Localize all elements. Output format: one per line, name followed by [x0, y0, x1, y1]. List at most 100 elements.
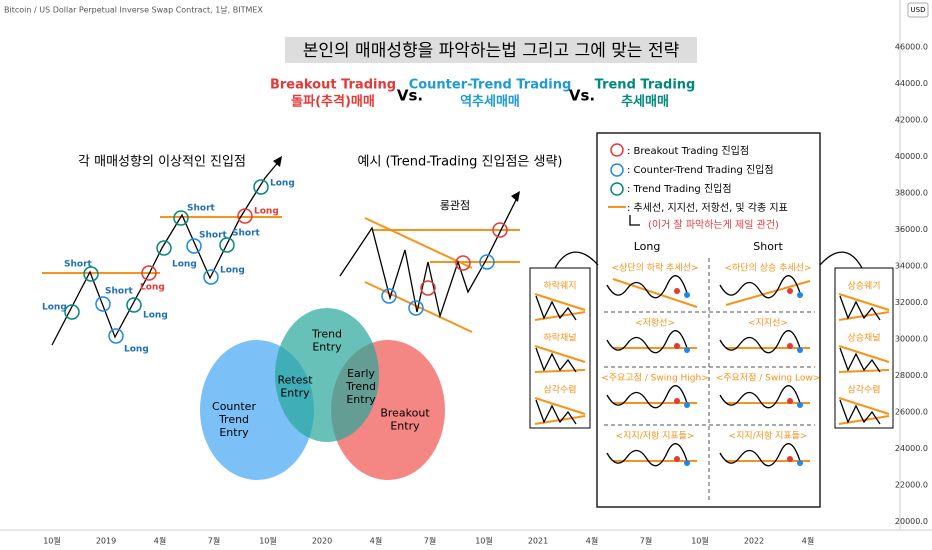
pattern-label: 하락웨지 [543, 280, 576, 292]
currency-box[interactable] [907, 2, 929, 18]
price-label: 26000.0 [895, 408, 928, 417]
entry-circle [83, 266, 99, 282]
panel-label: <저항선> [635, 318, 675, 329]
time-label: 7월 [640, 536, 652, 546]
legend-item: : Trend Trading 진입점 [627, 182, 732, 195]
panel-price [606, 443, 688, 467]
pattern-price [839, 347, 881, 373]
arrow-head [511, 191, 520, 202]
entry-label: Long [220, 266, 245, 276]
legend-box [596, 132, 821, 508]
style-korean: 추세매매 [621, 94, 669, 110]
price-label: 30000.0 [895, 335, 928, 344]
panel-price [719, 275, 801, 299]
entry-label: Long [172, 260, 197, 270]
panel-line [725, 280, 811, 306]
pattern-line [534, 311, 586, 321]
time-label: 10월 [43, 536, 61, 546]
time-label: 4월 [802, 536, 814, 546]
price-label: 38000.0 [895, 189, 928, 198]
panel-price [606, 275, 688, 299]
legend-item: : 추세선, 지지선, 저항선, 및 각종 지표 [627, 202, 788, 214]
price-label: 22000.0 [895, 481, 928, 490]
entry-label: Long [254, 207, 279, 217]
panel-label: <하단의 상승 추세선> [724, 263, 811, 274]
venn-label: Trend Entry [311, 328, 342, 354]
entry-label: Long [143, 311, 168, 321]
venn-label: Early Trend Entry [345, 367, 376, 406]
time-label: 7월 [424, 536, 436, 546]
column-head: Long [634, 240, 661, 253]
column-head: Short [753, 240, 783, 253]
panel-dot [797, 402, 803, 408]
venn-label: Breakout Entry [380, 407, 430, 433]
panel-price [719, 330, 801, 354]
entry-circle [253, 179, 269, 195]
legend-icon [610, 143, 624, 157]
arrow-head [273, 156, 282, 167]
section-title: 예시 (Trend-Trading 진입점은 생략) [358, 155, 563, 170]
pattern-price [535, 295, 577, 321]
pattern-line [534, 397, 586, 415]
venn-circle [275, 308, 379, 442]
style-name: Counter-Trend Trading [409, 78, 572, 93]
entry-label: Long [140, 283, 165, 293]
legend-item: : Breakout Trading 진입점 [627, 144, 749, 157]
pattern-price [535, 399, 577, 425]
pattern-label: 상승웨기 [847, 280, 880, 292]
time-label: 2022 [744, 537, 764, 546]
pattern-label: 삼각수렴 [847, 384, 880, 396]
entry-circle [173, 210, 189, 226]
entry-circle [186, 238, 202, 254]
entry-label: Long [42, 303, 67, 313]
panel-dot [797, 460, 803, 466]
legend-icon [610, 163, 624, 177]
panel-dot [684, 402, 690, 408]
pattern-price [839, 295, 881, 321]
price-label: 28000.0 [895, 371, 928, 380]
pattern-line [534, 415, 586, 425]
entry-circle [126, 297, 142, 313]
entry-circle [219, 237, 235, 253]
panel-dot [674, 456, 680, 462]
entry-label: Long [124, 345, 149, 355]
style-name: Trend Trading [595, 78, 696, 93]
pattern-line [838, 345, 890, 363]
entry-circle [408, 300, 424, 316]
style-name: Breakout Trading [270, 78, 396, 93]
price-label: 34000.0 [895, 262, 928, 271]
time-label: 2019 [96, 537, 116, 546]
panel-dot [787, 398, 793, 404]
panel-dot [684, 292, 690, 298]
entry-circle [492, 222, 508, 238]
time-label: 7월 [208, 536, 220, 546]
panel-price [606, 330, 688, 354]
example-label: 롱관점 [440, 199, 470, 212]
entry-label: Short [105, 287, 134, 297]
panel-price [719, 385, 801, 409]
entry-circle [203, 269, 219, 285]
price-path [339, 195, 519, 319]
legend-item: : Counter-Trend Trading 진입점 [627, 163, 774, 176]
time-label: 2021 [528, 537, 548, 546]
panel-dot [674, 398, 680, 404]
panel-price [719, 443, 801, 467]
link-arrow [554, 251, 599, 269]
price-label: 44000.0 [895, 79, 928, 88]
pattern-line [838, 293, 890, 311]
price-label: 20000.0 [895, 517, 928, 526]
panel-label: <지지/저항 지표들> [729, 431, 808, 442]
entry-circle [381, 288, 397, 304]
link-arrow [819, 251, 863, 269]
symbol: Bitcoin / US Dollar Perpetual Inverse Sw… [4, 5, 263, 15]
price-path [51, 159, 281, 346]
panel-label: <주요고점 / Swing High> [601, 372, 709, 384]
entry-label: Short [232, 229, 261, 239]
price-label: 46000.0 [895, 43, 928, 52]
currency: USD [911, 6, 926, 14]
pattern-label: 상승채널 [847, 333, 880, 344]
panel-dot [674, 343, 680, 349]
pattern-line [534, 293, 586, 311]
venn-label: Retest Entry [277, 374, 313, 400]
panel-price [606, 385, 688, 409]
